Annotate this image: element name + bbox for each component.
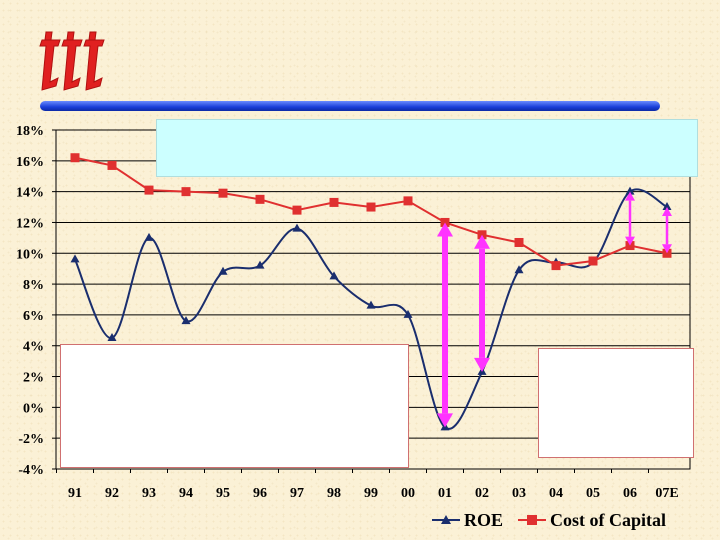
gap-arrow (662, 207, 672, 254)
cost-of-capital-point (255, 194, 265, 204)
legend-roe-label: ROE (464, 510, 503, 530)
cost-of-capital-point (514, 237, 524, 247)
x-tick-label: 03 (512, 486, 526, 501)
gap-arrows (437, 191, 672, 428)
gap-arrow-head (625, 236, 635, 246)
roe-point (255, 260, 265, 269)
cost-of-capital-point (588, 256, 598, 266)
y-tick-label: 2% (23, 371, 44, 386)
ttt-logo-icon (39, 31, 105, 91)
x-tick-label: 95 (216, 486, 230, 501)
y-tick-label: 14% (16, 186, 44, 201)
x-axis: 91 92 93 94 95 96 97 98 99 00 01 02 03 04 05 06 07E (56, 469, 679, 501)
legend-coc-label: Cost of Capital (550, 510, 666, 530)
roe-point (329, 271, 339, 280)
roe-point (292, 223, 302, 232)
cost-of-capital-point (329, 197, 339, 207)
cost-of-capital-point (292, 205, 302, 215)
gap-arrow-head (625, 191, 635, 201)
x-tick-label: 92 (105, 486, 119, 501)
gap-arrow-head (662, 244, 672, 254)
y-tick-label: 4% (23, 340, 44, 355)
cost-of-capital-point (70, 153, 80, 163)
x-tick-label: 93 (142, 486, 156, 501)
roe-point (181, 316, 191, 325)
y-tick-label: 6% (23, 309, 44, 324)
series-layer (70, 153, 672, 431)
legend-roe-marker (441, 515, 451, 524)
roe-point (514, 265, 524, 274)
roe-point (107, 333, 117, 342)
y-axis: -4% -2% 0% 2% 4% 6% 8% 10% 12% 14% 16% 18% (16, 124, 56, 478)
x-tick-label: 02 (475, 486, 489, 501)
cost-of-capital-point (144, 185, 154, 195)
x-tick-label: 98 (327, 486, 341, 501)
x-tick-label: 07E (655, 486, 678, 501)
gap-arrow-head (437, 413, 453, 428)
x-tick-label: 94 (179, 486, 193, 501)
y-tick-label: 8% (23, 278, 44, 293)
y-tick-label: -2% (18, 432, 44, 447)
x-tick-label: 05 (586, 486, 600, 501)
x-tick-label: 04 (549, 486, 563, 501)
cost-of-capital-point (218, 188, 228, 198)
y-tick-label: 12% (16, 216, 44, 231)
roe-point (403, 309, 413, 318)
y-tick-label: 10% (16, 247, 44, 262)
title-bar (40, 101, 660, 111)
legend-coc-marker (527, 515, 537, 525)
x-tick-label: 96 (253, 486, 267, 501)
cost-of-capital-point (551, 261, 561, 271)
roe-point (662, 202, 672, 211)
gap-arrow-head (474, 234, 490, 249)
callout-panel-top (156, 119, 698, 177)
gap-arrow (437, 222, 453, 428)
y-tick-label: -4% (18, 463, 44, 478)
roe-point (218, 266, 228, 275)
gap-arrow-head (474, 357, 490, 372)
callout-panel-right (538, 348, 694, 458)
y-tick-label: 18% (16, 124, 44, 139)
roe-point (144, 232, 154, 241)
gap-arrow (625, 191, 635, 246)
x-tick-label: 91 (68, 486, 82, 501)
cost-of-capital-point (107, 160, 117, 170)
x-tick-label: 01 (438, 486, 452, 501)
x-tick-label: 97 (290, 486, 304, 501)
x-tick-label: 00 (401, 486, 415, 501)
gap-arrow-head (662, 207, 672, 217)
callout-panel-left (60, 344, 409, 468)
roe-point (70, 254, 80, 263)
roe-point (366, 300, 376, 309)
gap-arrow-head (437, 222, 453, 237)
cost-of-capital-point (181, 187, 191, 197)
cost-of-capital-point (366, 202, 376, 212)
x-tick-label: 06 (623, 486, 637, 501)
y-tick-label: 0% (23, 401, 44, 416)
x-tick-label: 99 (364, 486, 378, 501)
gap-arrow (474, 234, 490, 372)
y-tick-label: 16% (16, 155, 44, 170)
legend: ROE Cost of Capital (432, 510, 666, 530)
roe-point (625, 186, 635, 195)
cost-of-capital-point (403, 196, 413, 206)
